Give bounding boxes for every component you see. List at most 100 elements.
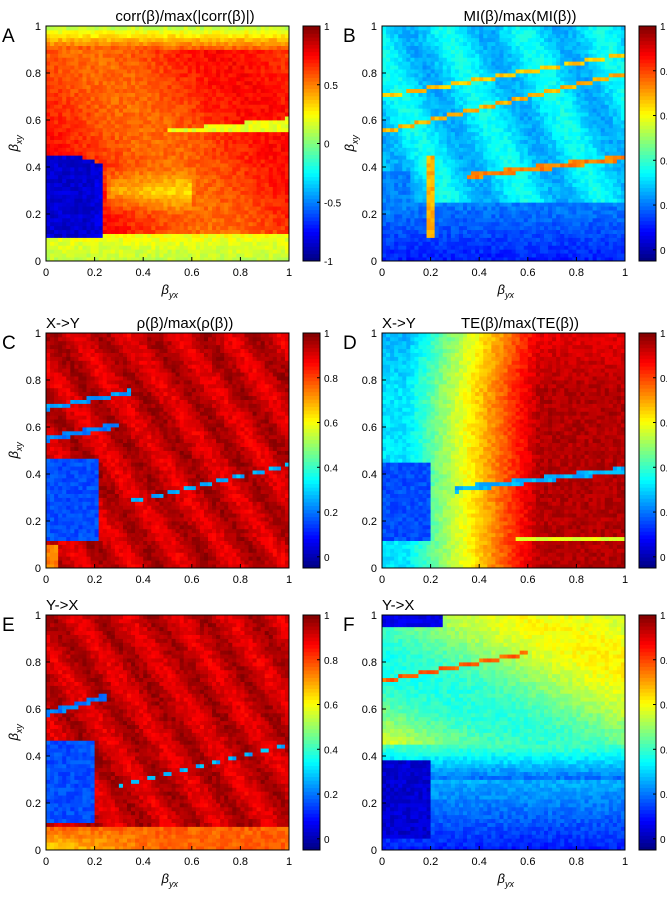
heatmap-cell: [143, 50, 147, 54]
heatmap-cell: [82, 132, 86, 136]
heatmap-cell: [139, 206, 143, 210]
heatmap-cell: [253, 30, 257, 34]
heatmap-cell: [184, 93, 188, 97]
heatmap-cell: [224, 167, 228, 171]
heatmap-cell: [249, 147, 253, 151]
heatmap-cell: [423, 210, 427, 214]
heatmap-cell: [257, 120, 261, 124]
heatmap-cell: [184, 61, 188, 65]
heatmap-cell: [467, 230, 471, 234]
heatmap-cell: [390, 65, 394, 69]
heatmap-cell: [443, 226, 447, 230]
heatmap-cell: [176, 30, 180, 34]
heatmap-cell: [74, 187, 78, 191]
heatmap-cell: [467, 241, 471, 245]
heatmap-cell: [172, 61, 176, 65]
heatmap-cell: [402, 93, 406, 97]
heatmap-cell: [216, 61, 220, 65]
heatmap-cell: [192, 108, 196, 112]
heatmap-cell: [228, 124, 232, 128]
heatmap-cell: [261, 179, 265, 183]
heatmap-cell: [236, 241, 240, 245]
heatmap-cell: [99, 179, 103, 183]
heatmap-cell: [451, 53, 455, 57]
heatmap-cell: [240, 206, 244, 210]
heatmap-cell: [192, 120, 196, 124]
heatmap-cell: [196, 61, 200, 65]
heatmap-cell: [172, 179, 176, 183]
heatmap-cell: [184, 230, 188, 234]
heatmap-cell: [451, 34, 455, 38]
heatmap-cell: [99, 42, 103, 46]
heatmap-cell: [240, 198, 244, 202]
heatmap-cell: [427, 194, 431, 198]
heatmap-cell: [184, 202, 188, 206]
heatmap-cell: [439, 50, 443, 54]
heatmap-cell: [261, 136, 265, 140]
heatmap-cell: [135, 69, 139, 73]
heatmap-cell: [240, 241, 244, 245]
heatmap-cell: [163, 198, 167, 202]
heatmap-cell: [431, 93, 435, 97]
heatmap-cell: [240, 167, 244, 171]
heatmap-cell: [265, 100, 269, 104]
heatmap-cell: [196, 42, 200, 46]
heatmap-cell: [244, 69, 248, 73]
heatmap-cell: [70, 57, 74, 61]
heatmap-cell: [107, 93, 111, 97]
heatmap-cell: [269, 171, 273, 175]
colorbar-step: [303, 191, 320, 195]
heatmap-cell: [180, 194, 184, 198]
heatmap-cell: [402, 222, 406, 226]
heatmap-cell: [414, 147, 418, 151]
heatmap-cell: [431, 100, 435, 104]
heatmap-cell: [196, 167, 200, 171]
heatmap-cell: [139, 93, 143, 97]
heatmap-cell: [439, 234, 443, 238]
heatmap-cell: [135, 234, 139, 238]
heatmap-cell: [147, 249, 151, 253]
heatmap-cell: [78, 179, 82, 183]
heatmap-cell: [204, 30, 208, 34]
heatmap-cell: [192, 116, 196, 120]
heatmap-cell: [200, 187, 204, 191]
heatmap-cell: [82, 179, 86, 183]
heatmap-cell: [95, 144, 99, 148]
heatmap-cell: [459, 128, 463, 132]
heatmap-cell: [172, 73, 176, 77]
heatmap-cell: [269, 85, 273, 89]
heatmap-cell: [439, 116, 443, 120]
heatmap-cell: [204, 97, 208, 101]
heatmap-cell: [406, 234, 410, 238]
heatmap-cell: [119, 100, 123, 104]
heatmap-cell: [232, 245, 236, 249]
heatmap-cell: [257, 222, 261, 226]
heatmap-cell: [410, 155, 414, 159]
heatmap-cell: [135, 132, 139, 136]
heatmap-cell: [443, 249, 447, 253]
heatmap-cell: [394, 226, 398, 230]
heatmap-cell: [455, 104, 459, 108]
heatmap-cell: [232, 147, 236, 151]
heatmap-cell: [216, 175, 220, 179]
heatmap-cell: [127, 128, 131, 132]
heatmap-cell: [277, 198, 281, 202]
heatmap-cell: [66, 81, 70, 85]
heatmap-cell: [212, 245, 216, 249]
heatmap-cell: [151, 179, 155, 183]
heatmap-cell: [212, 89, 216, 93]
heatmap-cell: [147, 230, 151, 234]
heatmap-cell: [196, 198, 200, 202]
heatmap-cell: [99, 38, 103, 42]
heatmap-cell: [281, 249, 285, 253]
heatmap-cell: [265, 202, 269, 206]
heatmap-cell: [240, 73, 244, 77]
heatmap-cell: [253, 175, 257, 179]
heatmap-cell: [467, 253, 471, 257]
heatmap-cell: [463, 77, 467, 81]
heatmap-cell: [212, 77, 216, 81]
heatmap-cell: [212, 38, 216, 42]
heatmap-cell: [119, 159, 123, 163]
heatmap-cell: [216, 128, 220, 132]
heatmap-cell: [107, 226, 111, 230]
